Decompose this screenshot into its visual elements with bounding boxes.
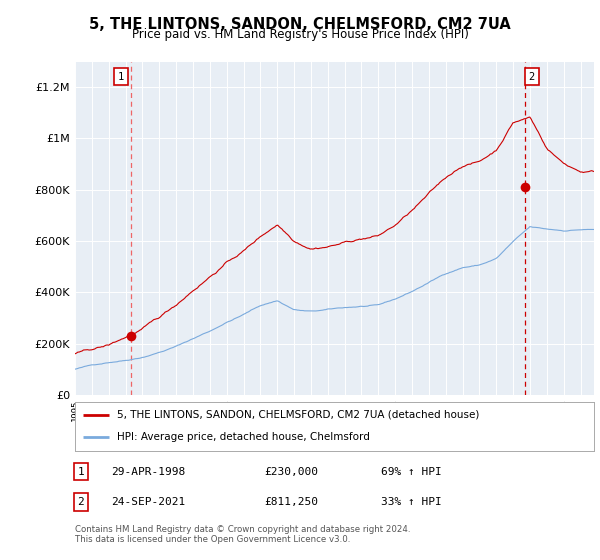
Text: Contains HM Land Registry data © Crown copyright and database right 2024.
This d: Contains HM Land Registry data © Crown c… [75, 525, 410, 544]
Text: 69% ↑ HPI: 69% ↑ HPI [381, 466, 442, 477]
Text: 2: 2 [77, 497, 85, 507]
Text: HPI: Average price, detached house, Chelmsford: HPI: Average price, detached house, Chel… [116, 432, 370, 442]
Text: 5, THE LINTONS, SANDON, CHELMSFORD, CM2 7UA: 5, THE LINTONS, SANDON, CHELMSFORD, CM2 … [89, 17, 511, 32]
Text: £811,250: £811,250 [264, 497, 318, 507]
Text: 2: 2 [529, 72, 535, 82]
Text: Price paid vs. HM Land Registry's House Price Index (HPI): Price paid vs. HM Land Registry's House … [131, 28, 469, 41]
Text: 33% ↑ HPI: 33% ↑ HPI [381, 497, 442, 507]
Text: 1: 1 [118, 72, 124, 82]
Text: 5, THE LINTONS, SANDON, CHELMSFORD, CM2 7UA (detached house): 5, THE LINTONS, SANDON, CHELMSFORD, CM2 … [116, 410, 479, 420]
Text: £230,000: £230,000 [264, 466, 318, 477]
Text: 24-SEP-2021: 24-SEP-2021 [111, 497, 185, 507]
Text: 1: 1 [77, 466, 85, 477]
Text: 29-APR-1998: 29-APR-1998 [111, 466, 185, 477]
